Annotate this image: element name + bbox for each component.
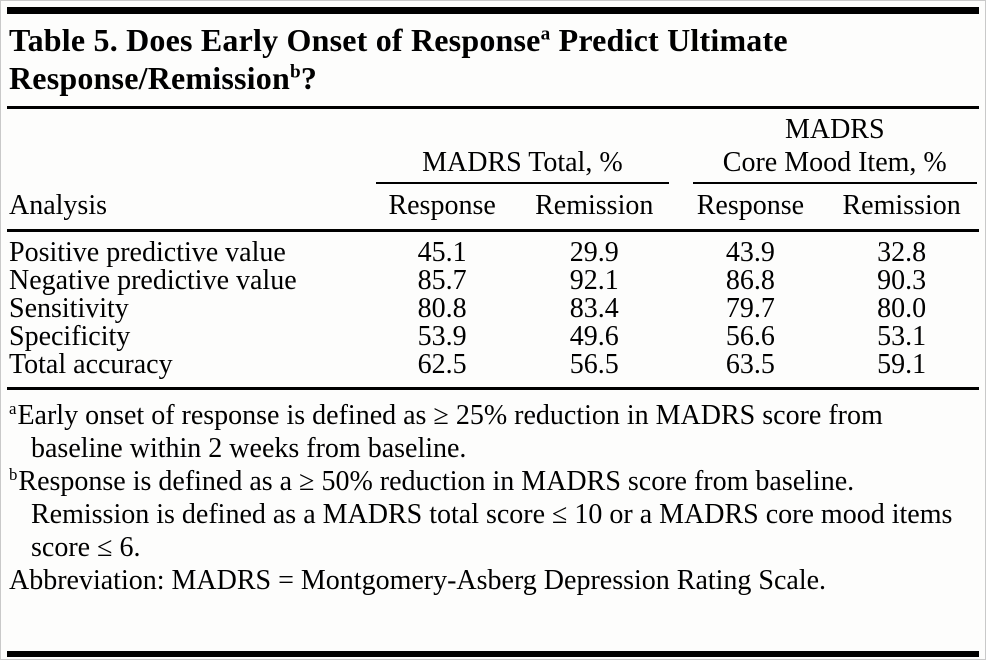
row-label: Positive predictive value — [9, 237, 286, 268]
row-label: Total accuracy — [7, 351, 373, 390]
cell-value: 83.4 — [569, 293, 619, 324]
cell-value: 79.7 — [725, 293, 775, 324]
footnote-a-text: Early onset of response is defined as ≥ … — [17, 400, 883, 464]
col-group-core-mood: MADRS Core Mood Item, % — [677, 113, 979, 184]
footnote-a: aEarly onset of response is defined as ≥… — [9, 399, 977, 465]
abbreviation-note: Abbreviation: MADRS = Montgomery-Asberg … — [9, 565, 827, 596]
cell-value: 43.9 — [725, 237, 775, 268]
cell-value: 45.1 — [417, 237, 467, 268]
title-text-2: Predict Ultimate Response/Remission — [9, 22, 788, 96]
col-header-total-response: Response — [372, 184, 512, 232]
cell-value: 29.9 — [569, 237, 619, 268]
cell-value: 63.5 — [676, 351, 825, 390]
title-footnote-marker-b: b — [289, 61, 301, 83]
row-label: Specificity — [9, 321, 131, 352]
footnote-b: bResponse is defined as a ≥ 50% reductio… — [9, 465, 977, 564]
table-row-positive-predictive-value: Positive predictive value 45.1 29.9 43.9… — [7, 231, 979, 268]
col-group-core-mood-line2: Core Mood Item, % — [722, 147, 947, 178]
col-group-madrs-total: MADRS Total, % — [372, 113, 676, 184]
row-label: Sensitivity — [9, 293, 129, 324]
table-title: Table 5. Does Early Onset of Responsea P… — [7, 21, 979, 97]
col-group-madrs-total-label: MADRS Total, % — [422, 147, 623, 178]
title-separator-rule — [7, 106, 979, 109]
footnotes-block: aEarly onset of response is defined as ≥… — [7, 399, 979, 597]
table-row-negative-predictive-value: Negative predictive value 85.7 92.1 86.8… — [7, 267, 979, 295]
cell-value: 62.5 — [372, 351, 512, 390]
subheader-row: Analysis Response Remission Response Rem… — [7, 184, 979, 232]
title-text-1: Table 5. Does Early Onset of Response — [9, 22, 541, 58]
footnote-b-text: Response is defined as a ≥ 50% reduction… — [18, 466, 953, 563]
col-header-analysis: Analysis — [7, 184, 373, 232]
footnote-a-marker: a — [9, 398, 17, 418]
cell-value: 59.1 — [824, 351, 979, 390]
group-header-spacer — [7, 113, 372, 184]
results-table: MADRS Total, % MADRS Core Mood Item, % A… — [7, 113, 979, 390]
table-row-total-accuracy: Total accuracy 62.5 56.5 63.5 59.1 — [7, 351, 979, 390]
cell-value: 53.1 — [877, 321, 927, 352]
title-footnote-marker-a: a — [540, 23, 551, 45]
bottom-rule — [7, 651, 979, 657]
cell-value: 90.3 — [877, 265, 927, 296]
cell-value: 92.1 — [569, 265, 619, 296]
col-header-core-response: Response — [676, 184, 825, 232]
cell-value: 53.9 — [417, 321, 467, 352]
title-text-3: ? — [300, 60, 318, 96]
cell-value: 80.0 — [877, 293, 927, 324]
col-header-core-remission: Remission — [824, 184, 979, 232]
table-row-sensitivity: Sensitivity 80.8 83.4 79.7 80.0 — [7, 295, 979, 323]
top-rule — [7, 7, 979, 14]
col-group-core-mood-line1: MADRS — [784, 114, 885, 145]
col-header-total-remission: Remission — [511, 184, 677, 232]
group-header-row: MADRS Total, % MADRS Core Mood Item, % — [7, 113, 979, 184]
cell-value: 56.6 — [725, 321, 775, 352]
cell-value: 56.5 — [511, 351, 677, 390]
row-label: Negative predictive value — [9, 265, 297, 296]
cell-value: 86.8 — [725, 265, 775, 296]
cell-value: 32.8 — [877, 237, 927, 268]
table-row-specificity: Specificity 53.9 49.6 56.6 53.1 — [7, 323, 979, 351]
footnote-b-marker: b — [9, 464, 18, 484]
cell-value: 80.8 — [417, 293, 467, 324]
cell-value: 49.6 — [569, 321, 619, 352]
cell-value: 85.7 — [417, 265, 467, 296]
